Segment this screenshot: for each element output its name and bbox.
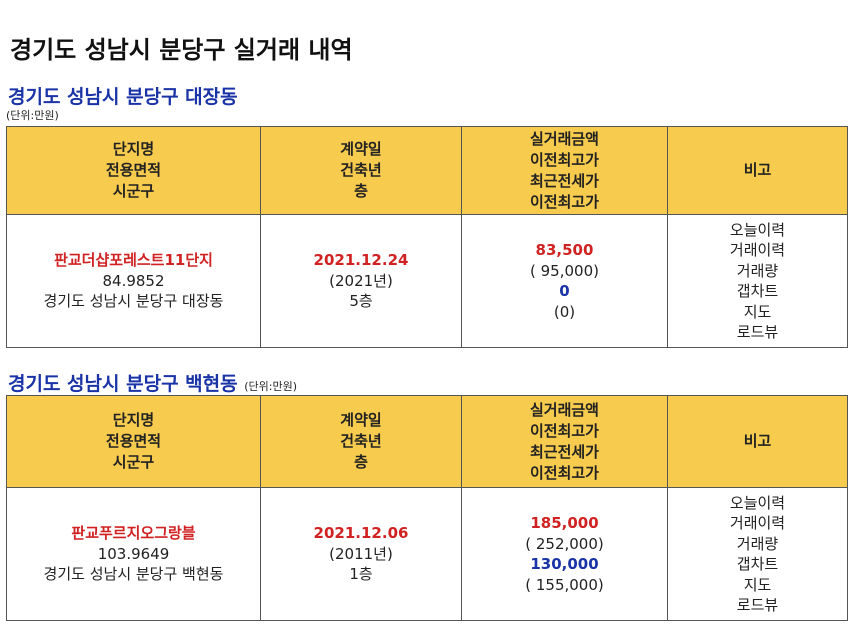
deal-table-daejang: 단지명 전용면적 시군구 계약일 건축년 층 실거래금액 이전최고가 최근전세가…: [6, 126, 848, 348]
price-value: 185,000: [530, 514, 599, 532]
table-header-row: 단지명 전용면적 시군구 계약일 건축년 층 실거래금액 이전최고가 최근전세가…: [6, 395, 848, 488]
area-value: 103.9649: [97, 544, 170, 563]
header-build-year: 건축년: [340, 161, 382, 179]
link-roadview[interactable]: 로드뷰: [736, 596, 779, 614]
header-complex-area-district: 단지명 전용면적 시군구: [6, 126, 261, 215]
header-build-year: 건축년: [340, 432, 382, 450]
deal-table-baekhyeon: 단지명 전용면적 시군구 계약일 건축년 층 실거래금액 이전최고가 최근전세가…: [6, 395, 848, 621]
complex-name-link[interactable]: 판교푸르지오그랑블: [71, 524, 196, 543]
cell-date-info: 2021.12.06 (2011년) 1층: [260, 487, 462, 621]
header-jeonse: 최근전세가: [529, 442, 599, 461]
header-floor: 층: [354, 182, 368, 200]
header-remarks: 비고: [667, 395, 848, 488]
complex-name-link[interactable]: 판교더샵포레스트11단지: [54, 251, 213, 270]
header-prev-high: 이전최고가: [529, 421, 599, 440]
header-jeonse-prev-high: 이전최고가: [529, 192, 599, 211]
header-jeonse-prev-high: 이전최고가: [529, 463, 599, 482]
table-row: 판교더샵포레스트11단지 84.9852 경기도 성남시 분당구 대장동 202…: [6, 214, 848, 348]
price-value: 83,500: [535, 241, 594, 259]
header-complex-area-district: 단지명 전용면적 시군구: [6, 395, 261, 488]
cell-price-info: 83,500 ( 95,000) 0 (0): [461, 214, 668, 348]
header-jeonse: 최근전세가: [529, 171, 599, 190]
link-deal-history[interactable]: 거래이력: [729, 514, 786, 532]
table-row: 판교푸르지오그랑블 103.9649 경기도 성남시 분당구 백현동 2021.…: [6, 487, 848, 621]
link-today-history[interactable]: 오늘이력: [729, 493, 786, 512]
unit-label: (단위:만원): [244, 380, 298, 393]
section-title-daejang: 경기도 성남시 분당구 대장동: [8, 86, 238, 108]
header-area: 전용면적: [105, 432, 162, 450]
link-deal-history[interactable]: 거래이력: [729, 241, 786, 259]
section-title-text: 경기도 성남시 분당구 백현동: [8, 373, 238, 395]
build-year-value: (2011년): [329, 544, 393, 563]
header-price: 실거래금액: [529, 400, 599, 419]
jeonse-value: 130,000: [530, 555, 599, 573]
header-prices: 실거래금액 이전최고가 최근전세가 이전최고가: [461, 126, 668, 215]
header-area: 전용면적: [105, 161, 162, 179]
prev-high-value: ( 252,000): [525, 534, 604, 553]
floor-value: 5층: [349, 292, 373, 311]
link-roadview[interactable]: 로드뷰: [736, 323, 779, 341]
header-date-year-floor: 계약일 건축년 층: [260, 126, 462, 215]
area-value: 84.9852: [102, 271, 165, 290]
header-price: 실거래금액: [529, 129, 599, 148]
header-date-year-floor: 계약일 건축년 층: [260, 395, 462, 488]
jeonse-prev-high-value: ( 155,000): [525, 575, 604, 594]
contract-date-value: 2021.12.06: [313, 524, 409, 543]
cell-remarks: 오늘이력 거래이력 거래량 갭차트 지도 로드뷰: [667, 214, 848, 348]
district-value: 경기도 성남시 분당구 대장동: [43, 292, 224, 311]
link-gap-chart[interactable]: 갭차트: [736, 282, 779, 300]
header-prices: 실거래금액 이전최고가 최근전세가 이전최고가: [461, 395, 668, 488]
prev-high-value: ( 95,000): [530, 261, 599, 280]
link-map[interactable]: 지도: [743, 302, 772, 321]
cell-complex-info: 판교푸르지오그랑블 103.9649 경기도 성남시 분당구 백현동: [6, 487, 261, 621]
floor-value: 1층: [349, 565, 373, 584]
cell-price-info: 185,000 ( 252,000) 130,000 ( 155,000): [461, 487, 668, 621]
header-complex: 단지명: [112, 411, 155, 429]
header-district: 시군구: [112, 182, 155, 200]
jeonse-value: 0: [559, 282, 570, 300]
header-contract-date: 계약일: [340, 140, 382, 158]
cell-complex-info: 판교더샵포레스트11단지 84.9852 경기도 성남시 분당구 대장동: [6, 214, 261, 348]
link-today-history[interactable]: 오늘이력: [729, 220, 786, 239]
district-value: 경기도 성남시 분당구 백현동: [43, 565, 224, 584]
header-floor: 층: [354, 453, 368, 471]
cell-date-info: 2021.12.24 (2021년) 5층: [260, 214, 462, 348]
link-map[interactable]: 지도: [743, 575, 772, 594]
link-gap-chart[interactable]: 갭차트: [736, 555, 779, 573]
link-deal-volume[interactable]: 거래량: [736, 534, 779, 553]
header-remarks: 비고: [667, 126, 848, 215]
cell-remarks: 오늘이력 거래이력 거래량 갭차트 지도 로드뷰: [667, 487, 848, 621]
contract-date-value: 2021.12.24: [313, 251, 409, 270]
page-title: 경기도 성남시 분당구 실거래 내역: [10, 36, 353, 64]
unit-label: (단위:만원): [6, 109, 59, 122]
jeonse-prev-high-value: (0): [553, 302, 576, 321]
header-complex: 단지명: [112, 140, 155, 158]
link-deal-volume[interactable]: 거래량: [736, 261, 779, 280]
section-title-baekhyeon: 경기도 성남시 분당구 백현동 (단위:만원): [8, 369, 297, 396]
header-contract-date: 계약일: [340, 411, 382, 429]
header-prev-high: 이전최고가: [529, 150, 599, 169]
table-header-row: 단지명 전용면적 시군구 계약일 건축년 층 실거래금액 이전최고가 최근전세가…: [6, 126, 848, 215]
header-district: 시군구: [112, 453, 155, 471]
build-year-value: (2021년): [329, 271, 393, 290]
